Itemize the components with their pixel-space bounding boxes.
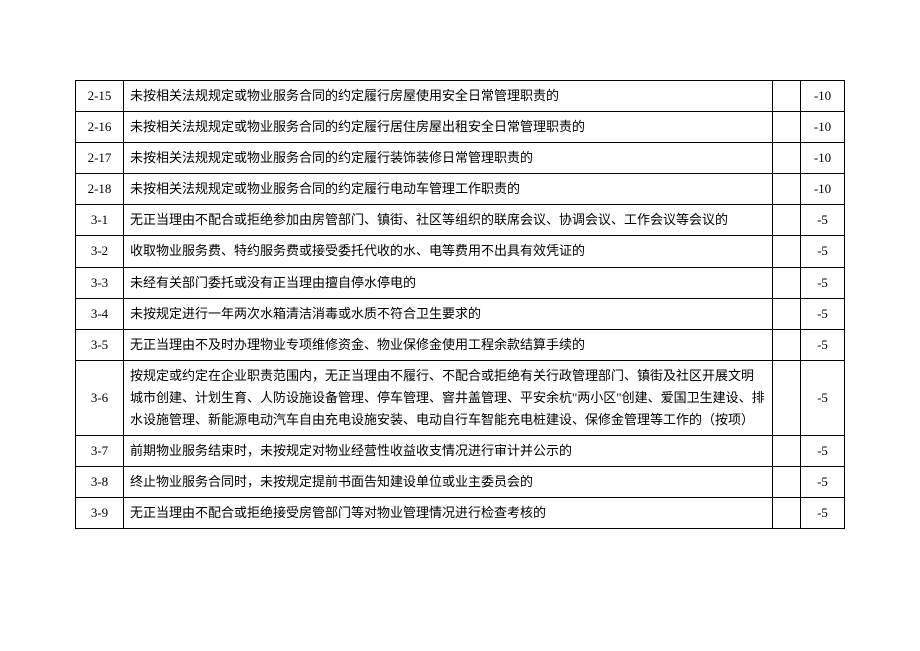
row-id: 2-18 xyxy=(76,174,124,205)
table-body: 2-15 未按相关法规规定或物业服务合同的约定履行房屋使用安全日常管理职责的 -… xyxy=(76,81,845,529)
row-desc: 按规定或约定在企业职责范围内，无正当理由不履行、不配合或拒绝有关行政管理部门、镇… xyxy=(124,360,773,435)
table-row: 3-3 未经有关部门委托或没有正当理由擅自停水停电的 -5 xyxy=(76,267,845,298)
row-empty xyxy=(773,467,801,498)
row-score: -5 xyxy=(801,360,845,435)
row-desc: 未按相关法规规定或物业服务合同的约定履行居住房屋出租安全日常管理职责的 xyxy=(124,112,773,143)
row-id: 3-3 xyxy=(76,267,124,298)
row-desc: 未按相关法规规定或物业服务合同的约定履行电动车管理工作职责的 xyxy=(124,174,773,205)
row-id: 3-8 xyxy=(76,467,124,498)
row-empty xyxy=(773,112,801,143)
row-empty xyxy=(773,143,801,174)
table-row: 3-8 终止物业服务合同时，未按规定提前书面告知建设单位或业主委员会的 -5 xyxy=(76,467,845,498)
row-desc: 无正当理由不配合或拒绝接受房管部门等对物业管理情况进行检查考核的 xyxy=(124,498,773,529)
table-row: 2-16 未按相关法规规定或物业服务合同的约定履行居住房屋出租安全日常管理职责的… xyxy=(76,112,845,143)
table-row: 3-7 前期物业服务结束时，未按规定对物业经营性收益收支情况进行审计并公示的 -… xyxy=(76,436,845,467)
table-row: 3-4 未按规定进行一年两次水箱清洁消毒或水质不符合卫生要求的 -5 xyxy=(76,298,845,329)
row-id: 3-9 xyxy=(76,498,124,529)
row-score: -5 xyxy=(801,436,845,467)
table-row: 3-5 无正当理由不及时办理物业专项维修资金、物业保修金使用工程余款结算手续的 … xyxy=(76,329,845,360)
row-empty xyxy=(773,81,801,112)
row-score: -5 xyxy=(801,267,845,298)
row-empty xyxy=(773,329,801,360)
row-id: 2-15 xyxy=(76,81,124,112)
table-row: 3-9 无正当理由不配合或拒绝接受房管部门等对物业管理情况进行检查考核的 -5 xyxy=(76,498,845,529)
row-id: 3-7 xyxy=(76,436,124,467)
table-row: 2-15 未按相关法规规定或物业服务合同的约定履行房屋使用安全日常管理职责的 -… xyxy=(76,81,845,112)
row-score: -5 xyxy=(801,298,845,329)
row-id: 3-1 xyxy=(76,205,124,236)
row-score: -10 xyxy=(801,174,845,205)
row-desc: 无正当理由不及时办理物业专项维修资金、物业保修金使用工程余款结算手续的 xyxy=(124,329,773,360)
row-desc: 收取物业服务费、特约服务费或接受委托代收的水、电等费用不出具有效凭证的 xyxy=(124,236,773,267)
row-score: -5 xyxy=(801,498,845,529)
row-id: 3-2 xyxy=(76,236,124,267)
row-desc: 未按相关法规规定或物业服务合同的约定履行装饰装修日常管理职责的 xyxy=(124,143,773,174)
scoring-table: 2-15 未按相关法规规定或物业服务合同的约定履行房屋使用安全日常管理职责的 -… xyxy=(75,80,845,529)
row-desc: 终止物业服务合同时，未按规定提前书面告知建设单位或业主委员会的 xyxy=(124,467,773,498)
row-desc: 无正当理由不配合或拒绝参加由房管部门、镇街、社区等组织的联席会议、协调会议、工作… xyxy=(124,205,773,236)
table-row: 2-18 未按相关法规规定或物业服务合同的约定履行电动车管理工作职责的 -10 xyxy=(76,174,845,205)
row-empty xyxy=(773,236,801,267)
table-row: 3-2 收取物业服务费、特约服务费或接受委托代收的水、电等费用不出具有效凭证的 … xyxy=(76,236,845,267)
row-score: -10 xyxy=(801,112,845,143)
row-desc: 未经有关部门委托或没有正当理由擅自停水停电的 xyxy=(124,267,773,298)
row-empty xyxy=(773,205,801,236)
row-id: 3-6 xyxy=(76,360,124,435)
table-row: 2-17 未按相关法规规定或物业服务合同的约定履行装饰装修日常管理职责的 -10 xyxy=(76,143,845,174)
row-empty xyxy=(773,498,801,529)
row-id: 2-17 xyxy=(76,143,124,174)
row-empty xyxy=(773,174,801,205)
row-desc: 未按相关法规规定或物业服务合同的约定履行房屋使用安全日常管理职责的 xyxy=(124,81,773,112)
row-score: -5 xyxy=(801,467,845,498)
row-score: -10 xyxy=(801,143,845,174)
row-empty xyxy=(773,267,801,298)
row-empty xyxy=(773,360,801,435)
row-score: -5 xyxy=(801,205,845,236)
row-score: -5 xyxy=(801,329,845,360)
row-score: -10 xyxy=(801,81,845,112)
row-id: 3-5 xyxy=(76,329,124,360)
table-row: 3-6 按规定或约定在企业职责范围内，无正当理由不履行、不配合或拒绝有关行政管理… xyxy=(76,360,845,435)
row-empty xyxy=(773,298,801,329)
row-empty xyxy=(773,436,801,467)
row-score: -5 xyxy=(801,236,845,267)
row-id: 3-4 xyxy=(76,298,124,329)
row-desc: 前期物业服务结束时，未按规定对物业经营性收益收支情况进行审计并公示的 xyxy=(124,436,773,467)
table-row: 3-1 无正当理由不配合或拒绝参加由房管部门、镇街、社区等组织的联席会议、协调会… xyxy=(76,205,845,236)
row-id: 2-16 xyxy=(76,112,124,143)
row-desc: 未按规定进行一年两次水箱清洁消毒或水质不符合卫生要求的 xyxy=(124,298,773,329)
